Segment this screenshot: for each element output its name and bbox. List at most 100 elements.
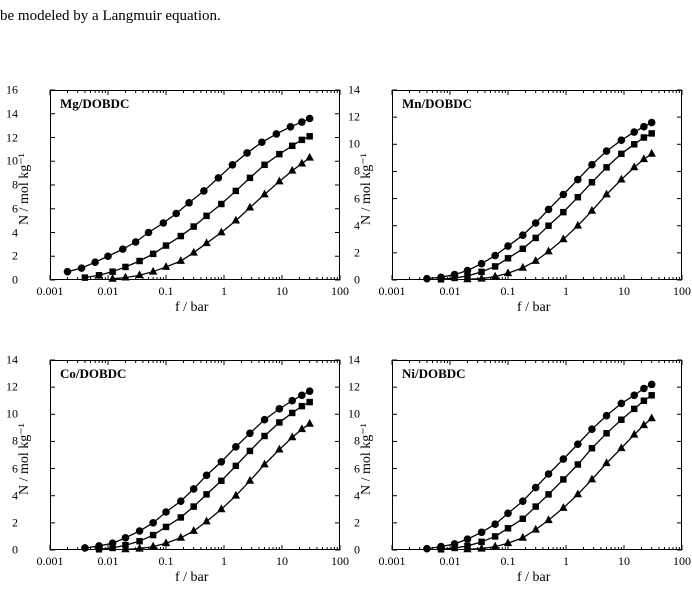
marker-square [641, 134, 647, 140]
series-line-triangle [467, 154, 651, 280]
x-tick-label: 0.1 [501, 554, 516, 569]
y-tick-label: 2 [336, 245, 360, 260]
marker-square [218, 478, 224, 484]
x-axis-label: f / bar [517, 300, 550, 316]
x-tick-label: 0.1 [501, 284, 516, 299]
y-tick-label: 2 [0, 249, 18, 264]
y-axis-label: N / mol kg⁻¹ [16, 153, 33, 225]
marker-circle [64, 268, 72, 276]
y-tick-label: 8 [336, 434, 360, 449]
y-tick-label: 14 [336, 353, 360, 368]
figure-root: be modeled by a Langmuir equation. Mg/DO… [0, 0, 692, 592]
x-tick-label: 0.1 [159, 554, 174, 569]
marker-square [150, 532, 156, 538]
y-tick-label: 0 [336, 273, 360, 288]
marker-square [451, 275, 457, 281]
marker-triangle [217, 228, 225, 236]
x-tick-label: 1 [221, 284, 227, 299]
y-tick-label: 10 [336, 407, 360, 422]
marker-circle [298, 391, 306, 399]
marker-circle [560, 455, 568, 463]
marker-circle [640, 385, 648, 393]
marker-circle [185, 199, 193, 207]
marker-square [136, 258, 142, 264]
marker-circle [136, 527, 144, 535]
y-tick-label: 0 [336, 543, 360, 558]
marker-triangle [305, 419, 313, 427]
panel-co: Co/DOBDC0.0010.010.111010002468101214N /… [50, 360, 340, 550]
marker-triangle [275, 177, 283, 185]
marker-square [451, 545, 457, 551]
marker-triangle [519, 533, 527, 541]
marker-circle [574, 176, 582, 184]
x-tick-label: 1 [563, 284, 569, 299]
marker-circle [519, 231, 527, 239]
marker-circle [160, 219, 168, 227]
marker-square [618, 416, 624, 422]
marker-triangle [531, 256, 539, 264]
marker-circle [276, 405, 284, 413]
marker-triangle [202, 517, 210, 525]
marker-circle [246, 429, 254, 437]
y-axis-label: N / mol kg⁻¹ [358, 153, 375, 225]
marker-circle [243, 149, 251, 157]
marker-circle [306, 387, 314, 395]
marker-circle [640, 123, 648, 131]
marker-circle [648, 381, 656, 389]
marker-circle [200, 187, 208, 195]
marker-circle [215, 174, 223, 182]
marker-square [109, 268, 115, 274]
marker-square [289, 410, 295, 416]
marker-triangle [544, 247, 552, 255]
x-tick-label: 100 [673, 284, 691, 299]
x-tick-label: 100 [673, 554, 691, 569]
marker-circle [423, 545, 431, 553]
marker-circle [423, 275, 431, 283]
marker-square [299, 137, 305, 143]
marker-circle [298, 118, 306, 126]
marker-square [163, 524, 169, 530]
marker-circle [119, 245, 127, 253]
y-tick-label: 16 [0, 83, 18, 98]
marker-square [178, 233, 184, 239]
y-tick-label: 14 [0, 106, 18, 121]
plot-svg [50, 360, 340, 550]
plot-svg [50, 90, 340, 280]
marker-triangle [246, 203, 254, 211]
marker-square [109, 545, 115, 551]
y-axis-label: N / mol kg⁻¹ [358, 423, 375, 495]
marker-circle [504, 242, 512, 250]
marker-circle [491, 252, 499, 260]
marker-circle [504, 510, 512, 518]
y-tick-label: 4 [0, 225, 18, 240]
marker-triangle [288, 166, 296, 174]
marker-circle [229, 161, 237, 169]
series-line-square [85, 136, 310, 277]
y-tick-label: 0 [0, 543, 18, 558]
y-tick-label: 4 [336, 218, 360, 233]
x-tick-label: 1 [563, 554, 569, 569]
y-tick-label: 10 [0, 407, 18, 422]
marker-triangle [298, 159, 306, 167]
y-tick-label: 12 [0, 130, 18, 145]
marker-triangle [217, 504, 225, 512]
marker-circle [519, 497, 527, 505]
y-tick-label: 6 [336, 461, 360, 476]
marker-square [247, 175, 253, 181]
series-line-circle [427, 384, 652, 548]
marker-square [96, 272, 102, 278]
marker-circle [588, 161, 596, 169]
marker-circle [273, 130, 281, 138]
x-tick-label: 10 [276, 554, 288, 569]
marker-square [190, 223, 196, 229]
y-tick-label: 12 [0, 380, 18, 395]
marker-triangle [288, 433, 296, 441]
plot-svg [392, 360, 682, 550]
marker-square [233, 188, 239, 194]
y-tick-label: 2 [0, 515, 18, 530]
marker-square [261, 162, 267, 168]
marker-triangle [647, 149, 655, 157]
marker-circle [288, 397, 296, 405]
x-tick-label: 0.1 [159, 284, 174, 299]
marker-circle [630, 391, 638, 399]
